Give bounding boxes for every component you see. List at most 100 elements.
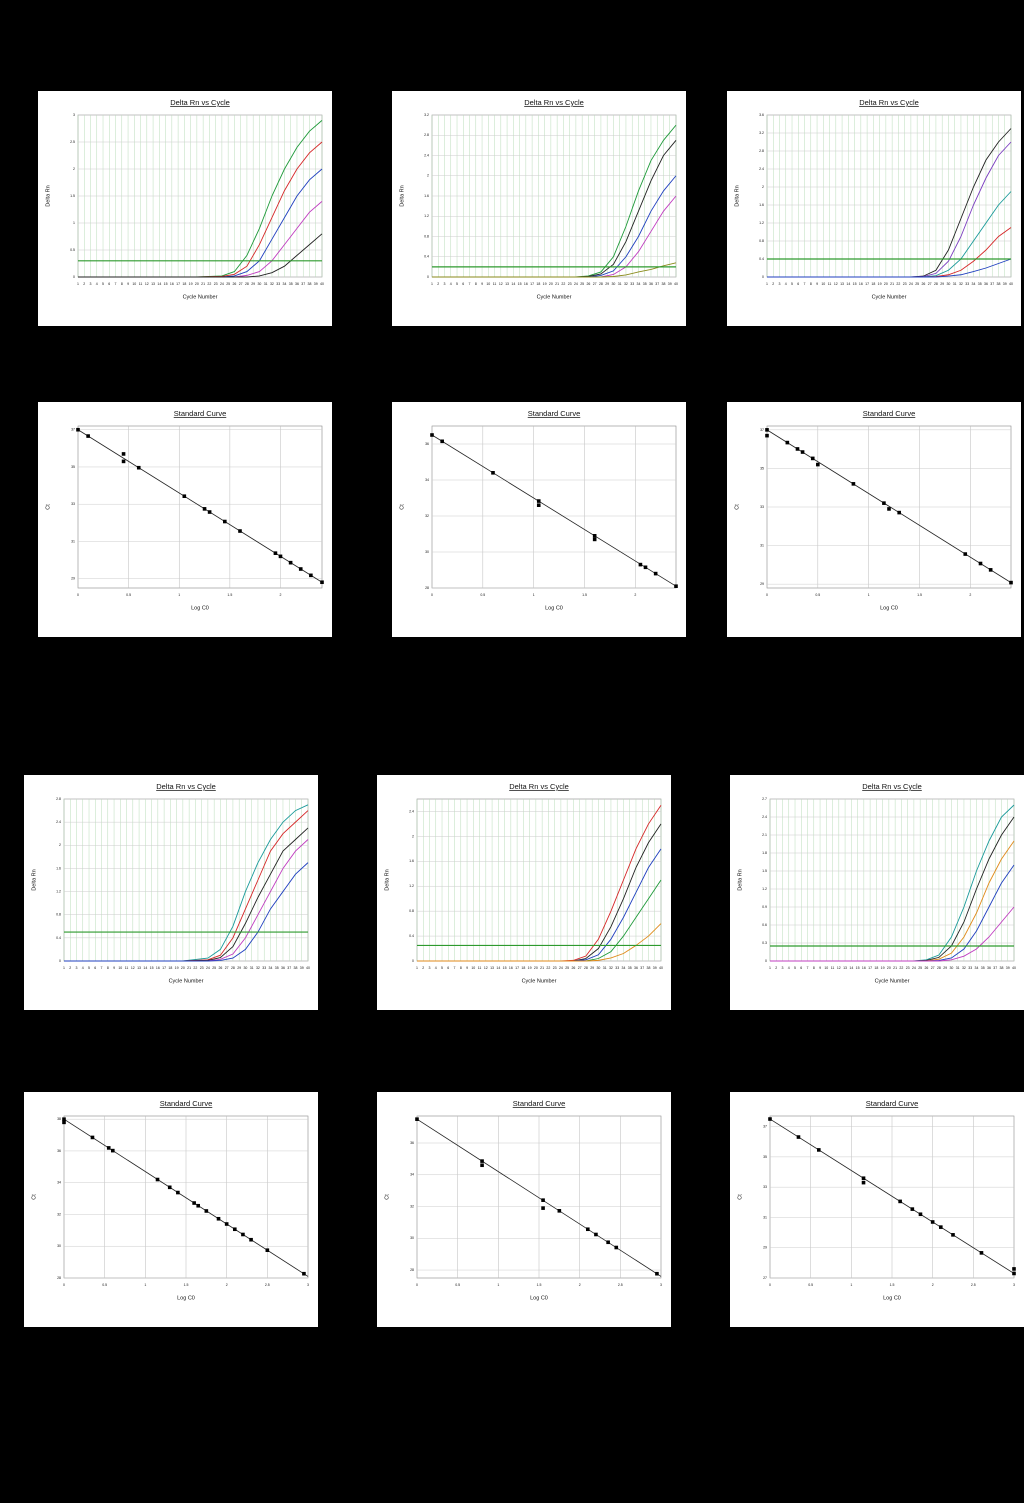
chart-title: Delta Rn vs Cycle [509, 782, 569, 791]
x-tick-label: 19 [175, 966, 179, 970]
data-point [910, 1207, 915, 1211]
x-tick-label: 22 [561, 282, 565, 286]
x-tick-label: 4 [785, 282, 787, 286]
x-tick-label: 12 [499, 282, 503, 286]
x-tick-label: 14 [157, 282, 161, 286]
x-tick-label: 20 [549, 282, 553, 286]
data-point [224, 1222, 229, 1226]
x-tick-label: 2 [280, 593, 282, 597]
x-axis-label: Cycle Number [169, 978, 204, 984]
x-tick-label: 25 [565, 966, 569, 970]
y-axis-label: Ct [45, 504, 51, 510]
y-tick-label: 28 [425, 586, 429, 590]
y-tick-label: 0 [412, 959, 414, 963]
data-point [121, 452, 126, 456]
x-tick-label: 9 [819, 966, 821, 970]
x-tick-label: 11 [828, 282, 832, 286]
x-tick-label: 22 [899, 966, 903, 970]
x-tick-label: 1 [77, 282, 79, 286]
y-tick-label: 37 [71, 428, 75, 432]
x-tick-label: 2 [422, 966, 424, 970]
data-point [541, 1198, 545, 1202]
x-tick-label: 2 [437, 282, 439, 286]
x-tick-label: 24 [909, 282, 913, 286]
x-tick-label: 3 [1013, 1283, 1015, 1287]
x-tick-label: 37 [990, 282, 994, 286]
data-point [273, 551, 278, 555]
y-tick-label: 31 [71, 539, 75, 543]
x-tick-label: 8 [813, 966, 815, 970]
x-tick-label: 14 [846, 282, 850, 286]
x-tick-label: 4 [788, 966, 790, 970]
x-tick-label: 36 [649, 282, 653, 286]
data-point [851, 482, 856, 486]
x-tick-label: 40 [1012, 966, 1016, 970]
x-tick-label: 36 [281, 966, 285, 970]
y-tick-label: 37 [760, 428, 764, 432]
x-tick-label: 4 [82, 966, 84, 970]
data-point [176, 1190, 180, 1195]
x-tick-label: 19 [543, 282, 547, 286]
data-point [918, 1212, 923, 1217]
x-tick-label: 39 [300, 966, 304, 970]
x-tick-label: 16 [524, 282, 528, 286]
data-point [302, 1271, 306, 1276]
data-point [861, 1176, 866, 1181]
fit-line [769, 1118, 1015, 1274]
y-tick-label: 28 [57, 1276, 61, 1280]
x-tick-label: 12 [837, 966, 841, 970]
chart-title: Standard Curve [528, 409, 581, 418]
y-tick-label: 2.4 [56, 820, 61, 824]
data-point [265, 1248, 270, 1253]
data-point [192, 1201, 196, 1205]
plot-area [416, 798, 662, 962]
data-point [643, 565, 648, 570]
chart-title: Delta Rn vs Cycle [170, 98, 230, 107]
x-tick-label: 32 [609, 966, 613, 970]
x-tick-label: 26 [571, 966, 575, 970]
x-tick-label: 23 [568, 282, 572, 286]
y-tick-label: 3 [73, 113, 75, 117]
x-tick-label: 28 [245, 282, 249, 286]
x-tick-label: 27 [225, 966, 229, 970]
y-tick-label: 1.6 [759, 203, 764, 207]
x-tick-label: 1.5 [184, 1283, 189, 1287]
x-tick-label: 8 [475, 282, 477, 286]
x-tick-label: 36 [295, 282, 299, 286]
x-tick-label: 1 [431, 282, 433, 286]
x-tick-label: 5 [791, 282, 793, 286]
x-tick-label: 30 [596, 966, 600, 970]
x-tick-label: 9 [481, 282, 483, 286]
x-tick-label: 23 [903, 282, 907, 286]
x-tick-label: 16 [859, 282, 863, 286]
y-tick-label: 3.6 [759, 113, 764, 117]
x-tick-label: 21 [540, 966, 544, 970]
data-point [320, 580, 324, 585]
x-tick-label: 21 [555, 282, 559, 286]
data-point [106, 1146, 111, 1150]
x-tick-label: 5 [102, 282, 104, 286]
x-tick-label: 9 [466, 966, 468, 970]
x-tick-label: 26 [218, 966, 222, 970]
y-tick-label: 31 [760, 543, 764, 547]
x-tick-label: 38 [647, 966, 651, 970]
data-point [536, 499, 541, 503]
x-tick-label: 5 [456, 282, 458, 286]
chart-title: Standard Curve [863, 409, 916, 418]
data-point [136, 465, 141, 470]
x-tick-label: 23 [200, 966, 204, 970]
x-tick-label: 28 [934, 282, 938, 286]
x-tick-label: 35 [643, 282, 647, 286]
x-tick-label: 19 [189, 282, 193, 286]
x-tick-label: 27 [239, 282, 243, 286]
data-point [557, 1209, 562, 1213]
x-tick-label: 35 [289, 282, 293, 286]
y-tick-label: 1.5 [70, 194, 75, 198]
y-tick-label: 35 [763, 1155, 767, 1159]
chart-panel: Standard Curve Log C0 Ct 0 0.5 1 1.5 2 2.5 3 27 29 3… [730, 1092, 1024, 1327]
data-point [592, 537, 597, 542]
x-tick-label: 31 [953, 282, 957, 286]
